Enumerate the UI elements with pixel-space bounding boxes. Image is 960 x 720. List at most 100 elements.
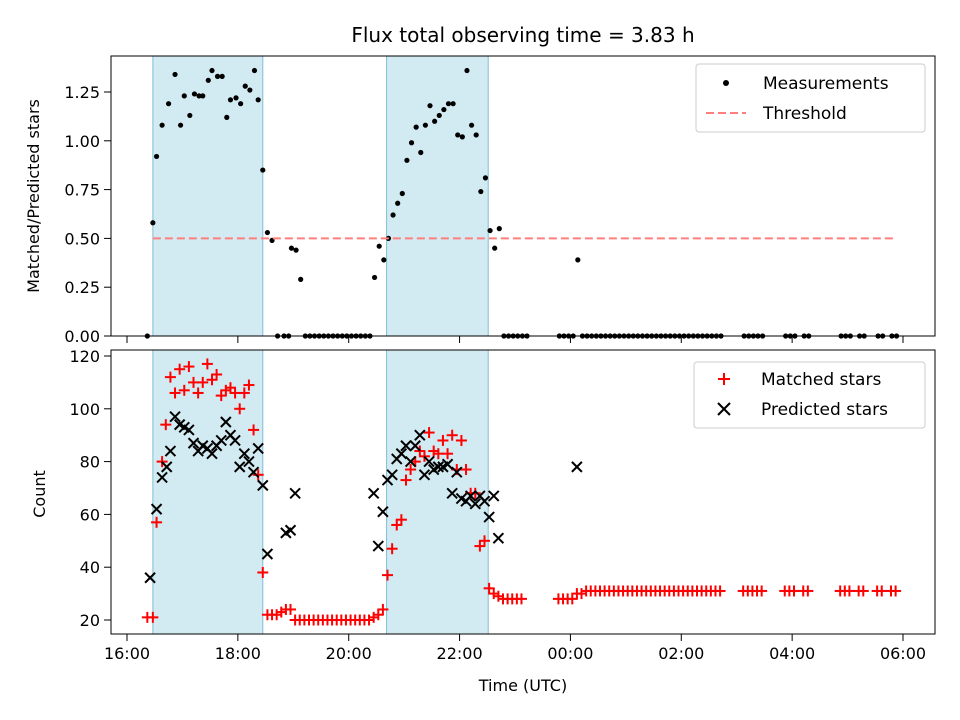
matched-stars-point (169, 387, 181, 399)
predicted-stars-point (215, 434, 227, 447)
measurements-point (487, 227, 493, 234)
y-tick-label: 0.00 (64, 327, 100, 346)
measurements-point (260, 167, 266, 173)
predicted-stars-point (451, 466, 463, 478)
matched-stars-point (192, 387, 204, 399)
matched-stars-point (386, 543, 398, 555)
matched-stars-point (238, 387, 250, 399)
measurements-point (482, 175, 489, 181)
matched-stars-point (178, 384, 190, 396)
measurements-point (376, 243, 382, 249)
predicted-stars-point (423, 455, 435, 468)
predicted-stars-point (252, 442, 264, 455)
x-tick-label: 04:00 (769, 644, 815, 663)
predicted-stars-point (238, 447, 251, 460)
measurements-point (209, 67, 215, 74)
predicted-stars-point (377, 506, 389, 518)
x-tick-label: 20:00 (326, 644, 372, 663)
measurements-point (450, 101, 456, 107)
measurements-point (464, 67, 470, 74)
matched-stars-point (400, 474, 412, 486)
measurements-point (172, 71, 178, 78)
matched-stars-point (377, 603, 389, 615)
predicted-stars-point (169, 411, 181, 423)
measurements-point (288, 245, 295, 251)
x-tick-label: 06:00 (880, 644, 926, 663)
predicted-stars-point (150, 503, 163, 515)
measurements-point (298, 276, 304, 282)
matched-stars-point (285, 603, 297, 615)
measurements-point (150, 220, 156, 226)
panel-ratio: Flux total observing time = 3.83 h Match… (24, 23, 936, 346)
legend-box-bottom (693, 361, 926, 429)
measurements-point (238, 101, 244, 107)
predicted-stars-point (571, 461, 583, 473)
matched-stars-point (802, 585, 814, 597)
predicted-stars-point (144, 572, 156, 584)
y-tick-label: 120 (69, 347, 100, 366)
predicted-stars-point (247, 466, 260, 478)
shaded-interval-1 (386, 349, 489, 635)
predicted-stars-point (478, 495, 491, 507)
panel-counts: Count Time (UTC) 20 40 60 80 100 120 16:00 18:… (30, 347, 936, 695)
legend-box-top (695, 63, 926, 133)
matched-stars-point (405, 464, 417, 476)
matched-stars-point (437, 434, 449, 446)
measurements-point (165, 101, 172, 107)
matched-stars-point (890, 585, 902, 597)
legend-label-threshold: Threshold (762, 104, 847, 124)
matched-stars-point (469, 487, 481, 499)
legend-label-matched: Matched stars (761, 370, 881, 390)
legend-marker-matched (718, 373, 730, 385)
measurements-point (224, 114, 230, 120)
predicted-stars-point (395, 447, 408, 460)
matched-stars-point (252, 469, 264, 481)
y-tick-label: 20 (80, 611, 100, 630)
y-tick-label: 80 (80, 453, 100, 472)
x-tick-label: 00:00 (547, 644, 593, 663)
predicted-stars-point (284, 524, 297, 536)
measurements-point (408, 140, 415, 146)
matched-stars-point (395, 514, 407, 526)
measurements-point (242, 83, 248, 89)
predicted-stars-point (386, 469, 398, 481)
predicted-stars-point (409, 440, 421, 452)
measurements-point (187, 112, 193, 119)
predicted-stars-point (418, 469, 431, 481)
y-tick-label: 0.25 (64, 278, 100, 297)
data-layer-bottom (141, 358, 902, 626)
matched-stars-point (788, 585, 800, 597)
predicted-stars-point (220, 416, 232, 428)
predicted-stars-point (187, 437, 200, 449)
measurements-point (159, 122, 165, 128)
axes-frame-bottom (110, 349, 936, 635)
matched-stars-point (455, 434, 467, 446)
legend-bottom: Matched stars Predicted stars (693, 361, 926, 429)
predicted-stars-point (233, 461, 246, 473)
predicted-stars-point (404, 455, 417, 468)
legend-label-measurements: Measurements (763, 74, 889, 94)
matched-stars-point (211, 368, 223, 380)
matched-stars-point (147, 611, 159, 623)
measurements-point (214, 73, 221, 79)
measurements-point (492, 245, 498, 251)
measurements-point (247, 87, 253, 93)
matched-stars-point (843, 585, 855, 597)
predicted-stars-point (156, 471, 168, 484)
x-tick-label: 22:00 (437, 644, 483, 663)
measurements-point (575, 257, 581, 263)
y-tick-label: 60 (80, 505, 100, 524)
y-ticks-bottom: 20 40 60 80 100 120 (69, 347, 111, 630)
x-axis-label: Time (UTC) (478, 676, 567, 695)
measurements-point (427, 103, 433, 109)
matched-stars-point (442, 448, 454, 460)
predicted-stars-point (261, 548, 274, 560)
matched-stars-point (876, 585, 888, 597)
legend-marker-predicted (717, 402, 731, 416)
measurements-point (418, 149, 424, 156)
x-tick-label: 18:00 (215, 644, 261, 663)
measurements-point (233, 95, 239, 101)
matched-stars-point (160, 419, 172, 431)
y-tick-label: 1.00 (64, 132, 100, 151)
measurements-point (445, 101, 452, 107)
